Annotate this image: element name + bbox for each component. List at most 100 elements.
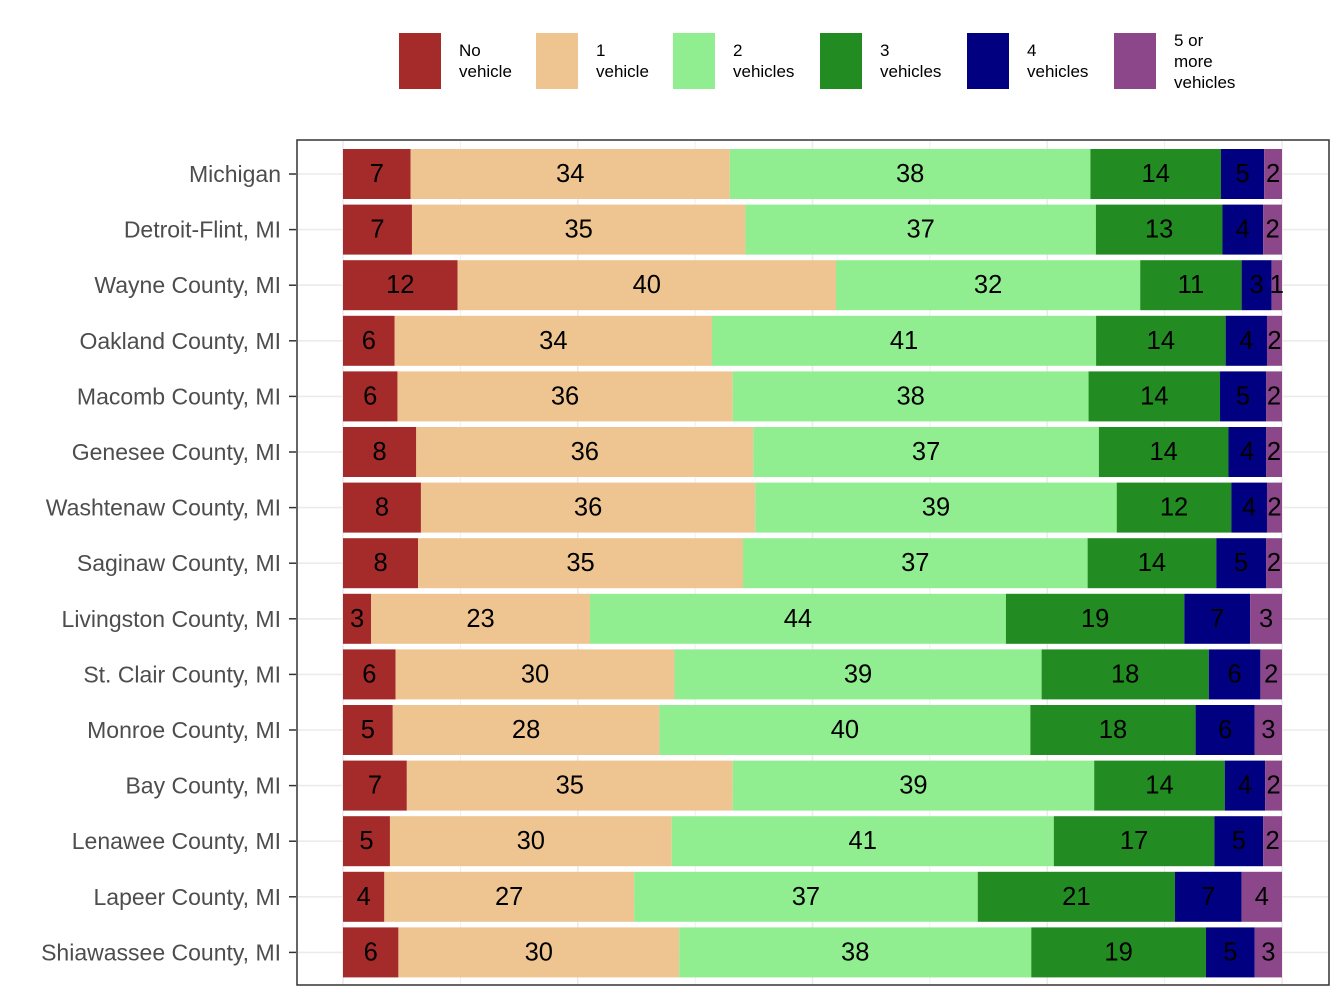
bar-segment <box>712 315 1097 366</box>
bar-segment <box>1225 315 1267 366</box>
y-tick-label: Livingston County, MI <box>62 606 281 632</box>
data-label: 5 <box>1223 938 1237 966</box>
legend-color-key <box>1114 33 1156 89</box>
y-tick-label: Bay County, MI <box>125 773 281 799</box>
data-label: 32 <box>974 271 1002 299</box>
data-label: 30 <box>517 827 545 855</box>
y-tick-label: Shiawassee County, MI <box>41 939 281 965</box>
y-tick-label: Monroe County, MI <box>87 717 281 743</box>
legend-color-key <box>399 33 441 89</box>
bar-segment <box>1053 816 1215 867</box>
bar-segment <box>1031 927 1206 978</box>
legend-label: 2 vehicles <box>733 41 795 81</box>
bar-segment <box>1250 593 1282 644</box>
data-label: 6 <box>364 938 378 966</box>
bar-segment <box>755 482 1117 533</box>
data-label: 2 <box>1264 660 1278 688</box>
y-tick-label: Oakland County, MI <box>79 328 281 354</box>
bar-segment <box>1263 204 1282 255</box>
y-tick-label: Wayne County, MI <box>94 272 281 298</box>
data-label: 30 <box>525 938 553 966</box>
bar-segment <box>398 927 680 978</box>
bar-segment <box>411 204 746 255</box>
data-label: 2 <box>1267 438 1281 466</box>
data-label: 8 <box>375 494 389 522</box>
bar-segment <box>343 427 417 477</box>
data-label: 35 <box>556 772 584 800</box>
data-label: 14 <box>1138 549 1166 577</box>
data-label: 2 <box>1267 549 1281 577</box>
bar-segment <box>397 371 733 422</box>
data-label: 13 <box>1145 216 1173 244</box>
bar-segment <box>1254 927 1282 978</box>
data-label: 37 <box>912 438 940 466</box>
bar-segment <box>1220 371 1267 422</box>
bar-segment <box>1220 149 1265 199</box>
legend-label: No vehicle <box>459 41 512 81</box>
bars-layer <box>343 149 1282 978</box>
y-axis: Michigan Detroit-Flint, MI Wayne County, M… <box>41 161 296 965</box>
bar-segment <box>1088 371 1221 422</box>
bar-segment <box>1266 482 1282 533</box>
bar-segment <box>674 649 1042 700</box>
data-label: 14 <box>1149 438 1177 466</box>
bar-segment <box>1098 427 1229 477</box>
bar-segment <box>1254 705 1282 755</box>
data-label: 34 <box>556 160 584 188</box>
data-label: 19 <box>1104 938 1132 966</box>
data-label: 18 <box>1099 716 1127 744</box>
bar-segment <box>343 816 390 867</box>
bar-segment <box>1095 204 1223 255</box>
data-label: 14 <box>1142 160 1170 188</box>
data-label: 6 <box>362 327 376 355</box>
data-label: 37 <box>906 216 934 244</box>
data-label: 38 <box>841 938 869 966</box>
data-label: 23 <box>466 605 494 633</box>
data-label: 4 <box>1240 438 1254 466</box>
bar-segment <box>634 871 978 922</box>
data-label: 39 <box>844 660 872 688</box>
bar-segment <box>384 871 635 922</box>
data-label: 37 <box>792 883 820 911</box>
data-label: 12 <box>386 271 414 299</box>
legend-color-key <box>967 33 1009 89</box>
data-label: 35 <box>565 216 593 244</box>
bar-segment <box>1224 760 1266 811</box>
data-label: 21 <box>1062 883 1090 911</box>
data-label: 3 <box>1259 605 1273 633</box>
data-label: 7 <box>370 216 384 244</box>
data-label: 7 <box>368 772 382 800</box>
bar-segment <box>732 371 1089 422</box>
data-label: 3 <box>350 605 364 633</box>
bar-segment <box>343 705 393 755</box>
data-label: 8 <box>373 549 387 577</box>
data-label: 2 <box>1267 382 1281 410</box>
data-label: 2 <box>1266 772 1280 800</box>
legend-label: 4 vehicles <box>1027 41 1089 81</box>
data-label: 36 <box>571 438 599 466</box>
bar-segment <box>1266 371 1282 422</box>
data-label: 27 <box>495 883 523 911</box>
data-label: 19 <box>1081 605 1109 633</box>
bar-segment <box>1266 315 1282 366</box>
data-label: 18 <box>1111 660 1139 688</box>
bar-segment <box>1205 927 1255 978</box>
bar-segment <box>743 538 1088 589</box>
y-tick-label: Genesee County, MI <box>72 439 281 465</box>
bar-segment <box>1271 260 1282 311</box>
data-label: 8 <box>373 438 387 466</box>
data-label: 5 <box>1232 827 1246 855</box>
bar-segment <box>343 204 412 255</box>
data-label: 40 <box>831 716 859 744</box>
bar-segment <box>835 260 1141 311</box>
bar-segment <box>1090 149 1221 199</box>
bar-segment <box>394 315 713 366</box>
data-label: 40 <box>633 271 661 299</box>
bar-segment <box>392 705 660 755</box>
data-label: 38 <box>896 160 924 188</box>
bar-segment <box>343 538 419 589</box>
bar-segment <box>1140 260 1242 311</box>
bar-segment <box>729 149 1091 199</box>
legend-label: 1 vehicle <box>596 41 649 81</box>
data-label: 6 <box>1227 660 1241 688</box>
